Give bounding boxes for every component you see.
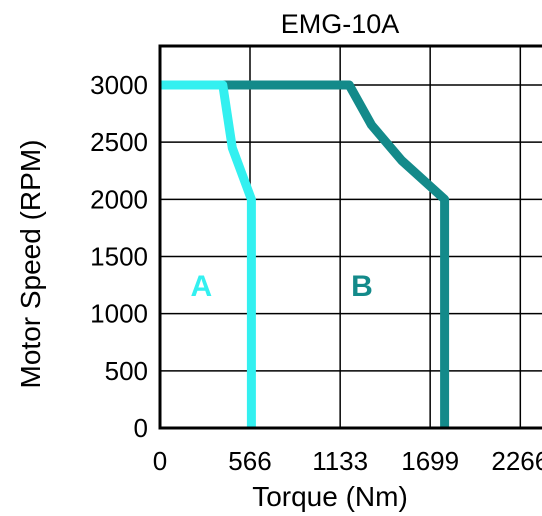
y-tick-label: 1000 xyxy=(90,299,148,329)
x-tick-label: 1699 xyxy=(401,446,459,476)
y-tick-label: 1500 xyxy=(90,242,148,272)
series-line-b xyxy=(160,80,450,428)
x-tick-label: 0 xyxy=(153,446,167,476)
x-tick-label: 2266 xyxy=(491,446,542,476)
x-axis-label: Torque (Nm) xyxy=(252,481,408,512)
zone-label-a: A xyxy=(191,270,213,303)
series-line-a xyxy=(160,80,256,428)
x-tick-label: 1133 xyxy=(312,446,368,476)
plot-frame xyxy=(158,44,542,430)
y-tick-label: 2500 xyxy=(90,127,148,157)
y-tick-label: 2000 xyxy=(90,184,148,214)
y-tick-label: 500 xyxy=(105,356,148,386)
zone-label-b: B xyxy=(351,270,373,303)
y-tick-label: 3000 xyxy=(90,70,148,100)
chart-title: EMG-10A xyxy=(281,9,400,39)
y-tick-label: 0 xyxy=(134,413,148,443)
y-axis-label: Motor Speed (RPM) xyxy=(15,140,46,389)
x-tick-label: 566 xyxy=(228,446,271,476)
